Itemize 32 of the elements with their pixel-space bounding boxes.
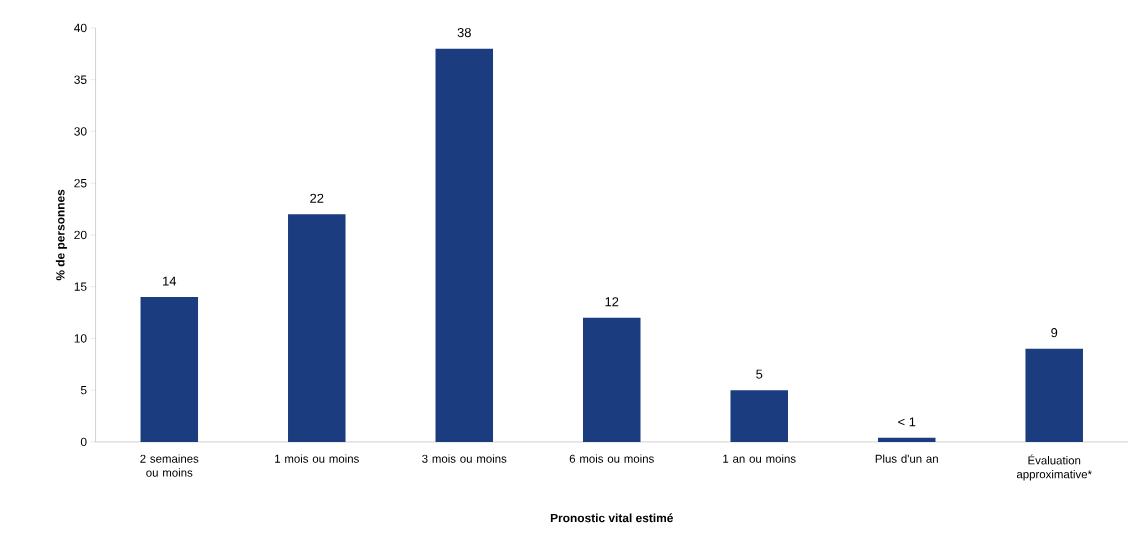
data-label: 5 [756,369,763,379]
bar [140,297,199,443]
y-tick-label: 0 [80,437,87,447]
bar [435,48,494,443]
x-tick-label: 6 mois ou moins [569,454,654,463]
y-tick-label: 15 [74,282,87,292]
x-tick-label: 1 an ou moins [723,454,796,463]
data-label: 22 [310,193,324,203]
y-tick-label: 40 [74,23,87,33]
bar [1025,348,1083,443]
x-tick-label: Évaluation approximative* [1016,454,1092,481]
y-tick-label: 10 [74,334,87,343]
y-tick-label: 5 [80,386,87,395]
y-tick-label: 35 [74,75,87,85]
x-tick-label: Plus d'un an [875,454,938,463]
data-label: 38 [457,28,471,38]
data-label: < 1 [898,417,916,427]
y-tick-label: 30 [74,127,87,136]
bar [877,437,936,443]
x-tick-label: 1 mois ou moins [275,454,359,463]
x-tick-label: 2 semaines ou moins [140,454,199,477]
x-tick-label: 3 mois ou moins [422,454,507,463]
bar [288,214,346,443]
data-label: 12 [605,297,619,307]
bar [730,390,789,443]
y-axis-title: % de personnes [55,189,67,281]
y-tick-label: 20 [74,230,87,240]
x-axis-title: Pronostic vital estimé [550,513,673,523]
y-tick-label: 25 [74,179,87,188]
bar [582,317,641,443]
data-label: 9 [1051,328,1058,338]
data-label: 14 [163,276,177,286]
